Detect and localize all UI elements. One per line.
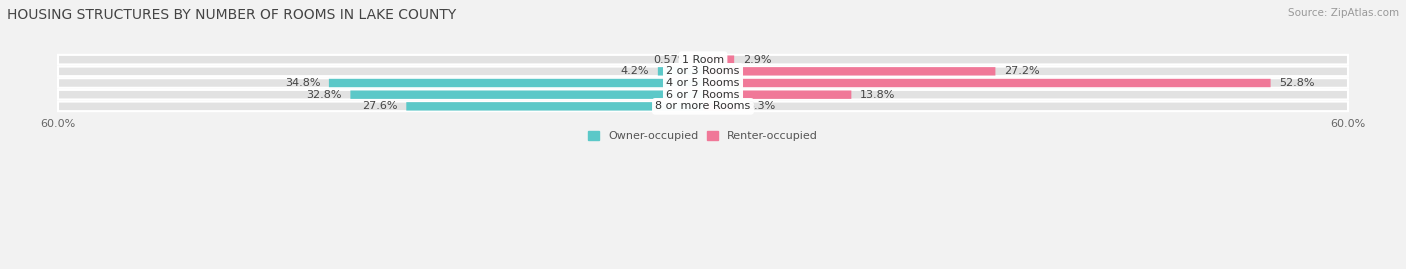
Text: 4.2%: 4.2% xyxy=(621,66,650,76)
FancyBboxPatch shape xyxy=(406,102,703,111)
Text: 4 or 5 Rooms: 4 or 5 Rooms xyxy=(666,78,740,88)
FancyBboxPatch shape xyxy=(703,90,852,99)
FancyBboxPatch shape xyxy=(658,67,703,76)
Text: Source: ZipAtlas.com: Source: ZipAtlas.com xyxy=(1288,8,1399,18)
Text: 13.8%: 13.8% xyxy=(860,90,896,100)
Text: 6 or 7 Rooms: 6 or 7 Rooms xyxy=(666,90,740,100)
Text: 27.2%: 27.2% xyxy=(1004,66,1039,76)
FancyBboxPatch shape xyxy=(58,90,1348,100)
Text: 34.8%: 34.8% xyxy=(285,78,321,88)
Text: 3.3%: 3.3% xyxy=(747,101,775,111)
Text: 2 or 3 Rooms: 2 or 3 Rooms xyxy=(666,66,740,76)
FancyBboxPatch shape xyxy=(703,102,738,111)
Text: 8 or more Rooms: 8 or more Rooms xyxy=(655,101,751,111)
Text: 32.8%: 32.8% xyxy=(307,90,342,100)
Legend: Owner-occupied, Renter-occupied: Owner-occupied, Renter-occupied xyxy=(588,131,818,141)
FancyBboxPatch shape xyxy=(350,90,703,99)
FancyBboxPatch shape xyxy=(329,79,703,87)
FancyBboxPatch shape xyxy=(703,55,734,64)
Text: 1 Room: 1 Room xyxy=(682,55,724,65)
FancyBboxPatch shape xyxy=(703,79,1271,87)
FancyBboxPatch shape xyxy=(58,55,1348,65)
Text: 0.57%: 0.57% xyxy=(652,55,689,65)
FancyBboxPatch shape xyxy=(703,67,995,76)
Text: 27.6%: 27.6% xyxy=(363,101,398,111)
FancyBboxPatch shape xyxy=(58,66,1348,76)
Text: 2.9%: 2.9% xyxy=(742,55,772,65)
FancyBboxPatch shape xyxy=(58,78,1348,88)
Text: HOUSING STRUCTURES BY NUMBER OF ROOMS IN LAKE COUNTY: HOUSING STRUCTURES BY NUMBER OF ROOMS IN… xyxy=(7,8,457,22)
FancyBboxPatch shape xyxy=(58,102,1348,111)
Text: 52.8%: 52.8% xyxy=(1279,78,1315,88)
FancyBboxPatch shape xyxy=(697,55,703,64)
